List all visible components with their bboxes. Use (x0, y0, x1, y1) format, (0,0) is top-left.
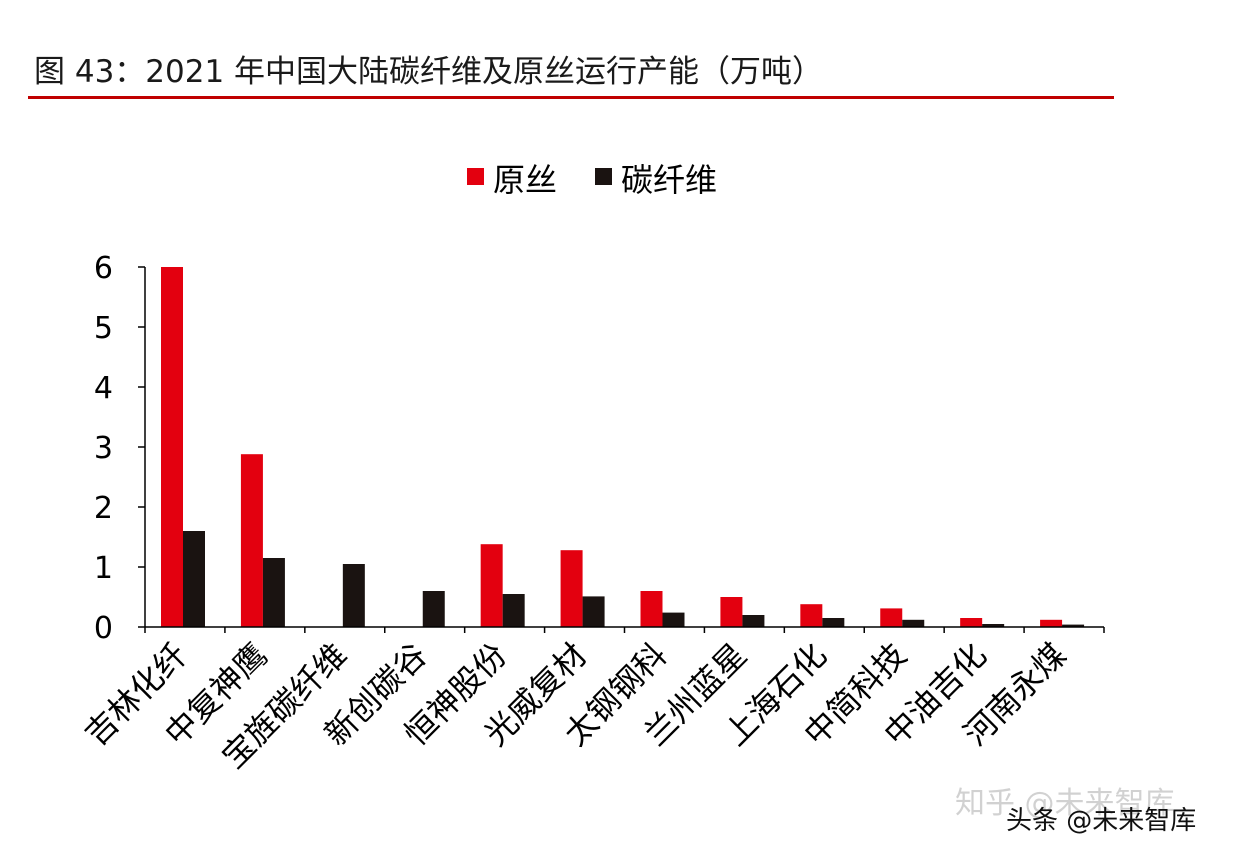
chart-legend: 原丝 碳纤维 (467, 161, 717, 199)
legend-swatch-1 (595, 168, 612, 185)
bar-precursor-10 (960, 618, 983, 627)
y-tick-label-4: 4 (94, 371, 113, 406)
bar-carbon-fiber-8 (822, 618, 845, 627)
bars (161, 267, 1085, 627)
bar-precursor-8 (800, 604, 823, 627)
bar-carbon-fiber-5 (582, 596, 605, 627)
y-tick-label-6: 6 (94, 251, 113, 286)
bar-carbon-fiber-1 (262, 558, 285, 627)
y-tick-label-2: 2 (94, 491, 113, 526)
bar-carbon-fiber-2 (342, 564, 365, 627)
legend-label-1: 碳纤维 (621, 161, 717, 199)
axes (144, 267, 1104, 628)
bar-carbon-fiber-4 (502, 594, 525, 627)
y-tick-label-5: 5 (94, 311, 113, 346)
bar-precursor-1 (240, 454, 263, 627)
bar-precursor-11 (1040, 619, 1063, 627)
watermark-zhihu: 知乎 @未来智库 (955, 786, 1175, 821)
title-divider (28, 96, 1114, 99)
bar-precursor-4 (480, 544, 503, 627)
y-tick-label-0: 0 (94, 611, 113, 646)
bar-carbon-fiber-9 (902, 619, 925, 627)
legend-swatch-0 (467, 168, 484, 185)
x-axis-ticks: 吉林化纤中复神鹰宝旌碳纤维新创碳谷恒神股份光威复材太钢钢科兰州蓝星上海石化中简科… (77, 627, 1105, 776)
legend-label-0: 原丝 (493, 161, 557, 199)
bar-carbon-fiber-0 (183, 531, 205, 627)
bar-carbon-fiber-7 (742, 615, 765, 627)
y-tick-label-3: 3 (94, 431, 113, 466)
bar-carbon-fiber-6 (662, 612, 685, 627)
bar-precursor-5 (560, 550, 583, 627)
bar-precursor-9 (880, 608, 903, 627)
y-tick-label-1: 1 (94, 551, 113, 586)
watermark-toutiao: 头条 @未来智库 (1006, 806, 1197, 836)
bar-precursor-7 (720, 597, 743, 627)
figure-title: 图 43：2021 年中国大陆碳纤维及原丝运行产能（万吨） (34, 54, 824, 90)
bar-carbon-fiber-10 (982, 624, 1005, 627)
bar-carbon-fiber-11 (1062, 624, 1085, 627)
bar-carbon-fiber-3 (422, 591, 445, 627)
y-axis-ticks: 0 1 2 3 4 5 6 (94, 251, 145, 646)
bar-precursor-0 (161, 267, 183, 627)
bar-precursor-6 (640, 591, 663, 627)
